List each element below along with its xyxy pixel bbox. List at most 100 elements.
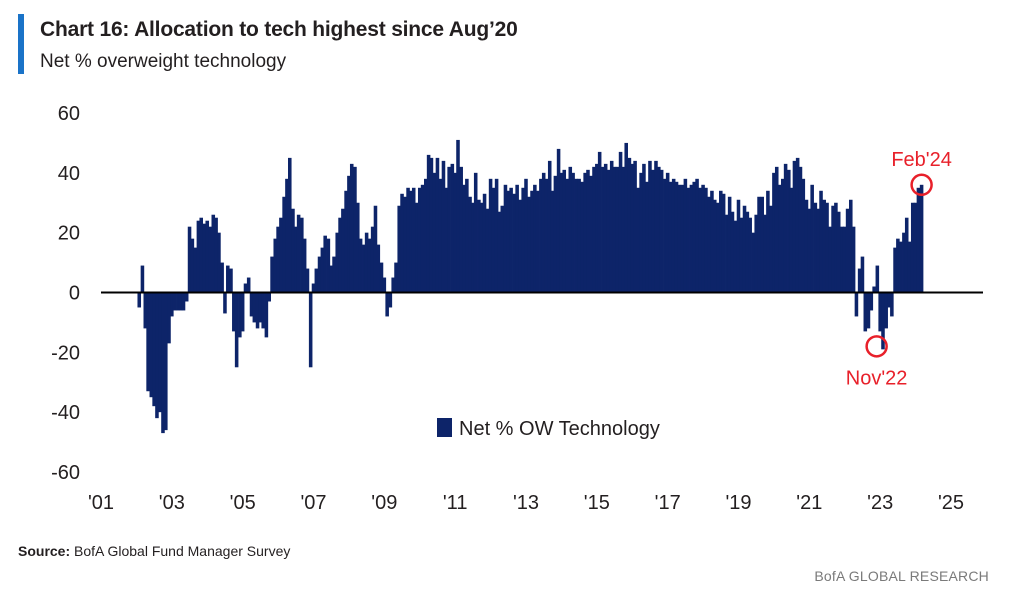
data-bar	[373, 205, 378, 293]
data-bar	[243, 283, 248, 293]
data-bar	[485, 208, 490, 293]
data-bar	[630, 163, 635, 293]
data-bar	[364, 232, 369, 293]
data-bar	[184, 292, 189, 302]
data-bar	[193, 247, 198, 293]
data-bar	[893, 247, 897, 293]
data-bar	[739, 217, 744, 293]
data-bar	[176, 292, 180, 311]
data-bar	[760, 196, 764, 293]
data-bar	[388, 292, 393, 308]
data-bar	[509, 187, 513, 293]
data-bar	[813, 202, 818, 293]
data-bar	[919, 184, 924, 293]
x-tick-label: '13	[513, 492, 539, 514]
x-tick-label: '01	[88, 492, 114, 514]
data-bar	[494, 178, 499, 293]
data-bar	[524, 178, 528, 293]
data-bar	[441, 160, 446, 293]
data-bar	[415, 202, 419, 293]
data-bar	[745, 211, 750, 293]
data-bar	[898, 241, 903, 293]
data-bar	[323, 235, 327, 293]
data-bar	[358, 238, 363, 293]
data-bar	[801, 178, 806, 293]
data-bar	[424, 178, 428, 293]
data-bar	[527, 196, 531, 293]
data-bar	[246, 277, 251, 293]
data-bar	[601, 166, 605, 293]
y-tick-label: -60	[51, 462, 80, 484]
data-bar	[621, 166, 626, 293]
data-bar	[683, 178, 688, 293]
data-bar	[291, 208, 295, 293]
data-bar	[657, 166, 661, 293]
data-bar	[695, 178, 699, 293]
data-bar	[376, 244, 381, 293]
data-bar	[665, 172, 670, 293]
data-bar	[609, 160, 614, 293]
data-bar	[252, 292, 257, 323]
data-bar	[642, 163, 646, 293]
data-bar	[733, 220, 738, 293]
data-bar	[781, 178, 785, 293]
source-text: BofA Global Fund Manager Survey	[74, 543, 291, 559]
data-bar	[329, 265, 333, 293]
data-bar	[426, 154, 431, 293]
data-bar	[677, 184, 682, 293]
data-bar	[190, 238, 195, 293]
data-bar	[583, 172, 587, 293]
data-bar	[353, 166, 357, 293]
data-bar	[606, 169, 611, 293]
data-bar	[208, 226, 212, 293]
data-bar	[707, 196, 711, 293]
data-bar	[854, 292, 859, 317]
data-bar	[214, 217, 218, 293]
data-bar	[370, 226, 375, 293]
data-bar	[417, 187, 422, 293]
data-bar	[807, 208, 812, 293]
data-bar	[535, 190, 540, 293]
data-bar	[491, 187, 496, 293]
data-bar	[261, 292, 265, 329]
data-bar	[592, 166, 596, 293]
data-bar	[367, 238, 372, 293]
data-bar	[155, 292, 159, 419]
data-bar	[907, 241, 912, 293]
x-tick-label: '21	[796, 492, 822, 514]
data-bar	[488, 178, 493, 293]
data-bar	[754, 214, 758, 293]
data-bar	[267, 292, 271, 302]
data-bar	[335, 232, 339, 293]
data-bar	[559, 172, 564, 293]
annotation-label: Feb'24	[891, 149, 952, 171]
data-bar	[140, 265, 145, 293]
data-bar	[645, 181, 649, 293]
data-bar	[704, 187, 708, 293]
data-bar	[834, 202, 838, 293]
data-bar	[282, 196, 286, 293]
data-bar	[158, 292, 162, 413]
data-bar	[500, 205, 505, 293]
data-bar	[137, 292, 142, 308]
data-bar	[869, 292, 874, 311]
data-bar	[223, 292, 227, 314]
data-bar	[595, 163, 599, 293]
data-bar	[571, 172, 575, 293]
data-bar	[308, 292, 313, 368]
data-bar	[789, 187, 794, 293]
data-bar	[234, 292, 239, 368]
data-bar	[836, 211, 841, 293]
data-bar	[860, 256, 865, 293]
data-bar	[341, 208, 345, 293]
data-bar	[332, 256, 336, 293]
data-bar	[887, 292, 891, 308]
data-bar	[659, 169, 664, 293]
data-bar	[742, 205, 747, 293]
data-bar	[819, 190, 823, 293]
data-bar	[845, 208, 850, 293]
data-bar	[226, 265, 230, 293]
data-bar	[736, 199, 741, 293]
data-bar	[229, 268, 233, 293]
data-bar	[391, 277, 395, 293]
